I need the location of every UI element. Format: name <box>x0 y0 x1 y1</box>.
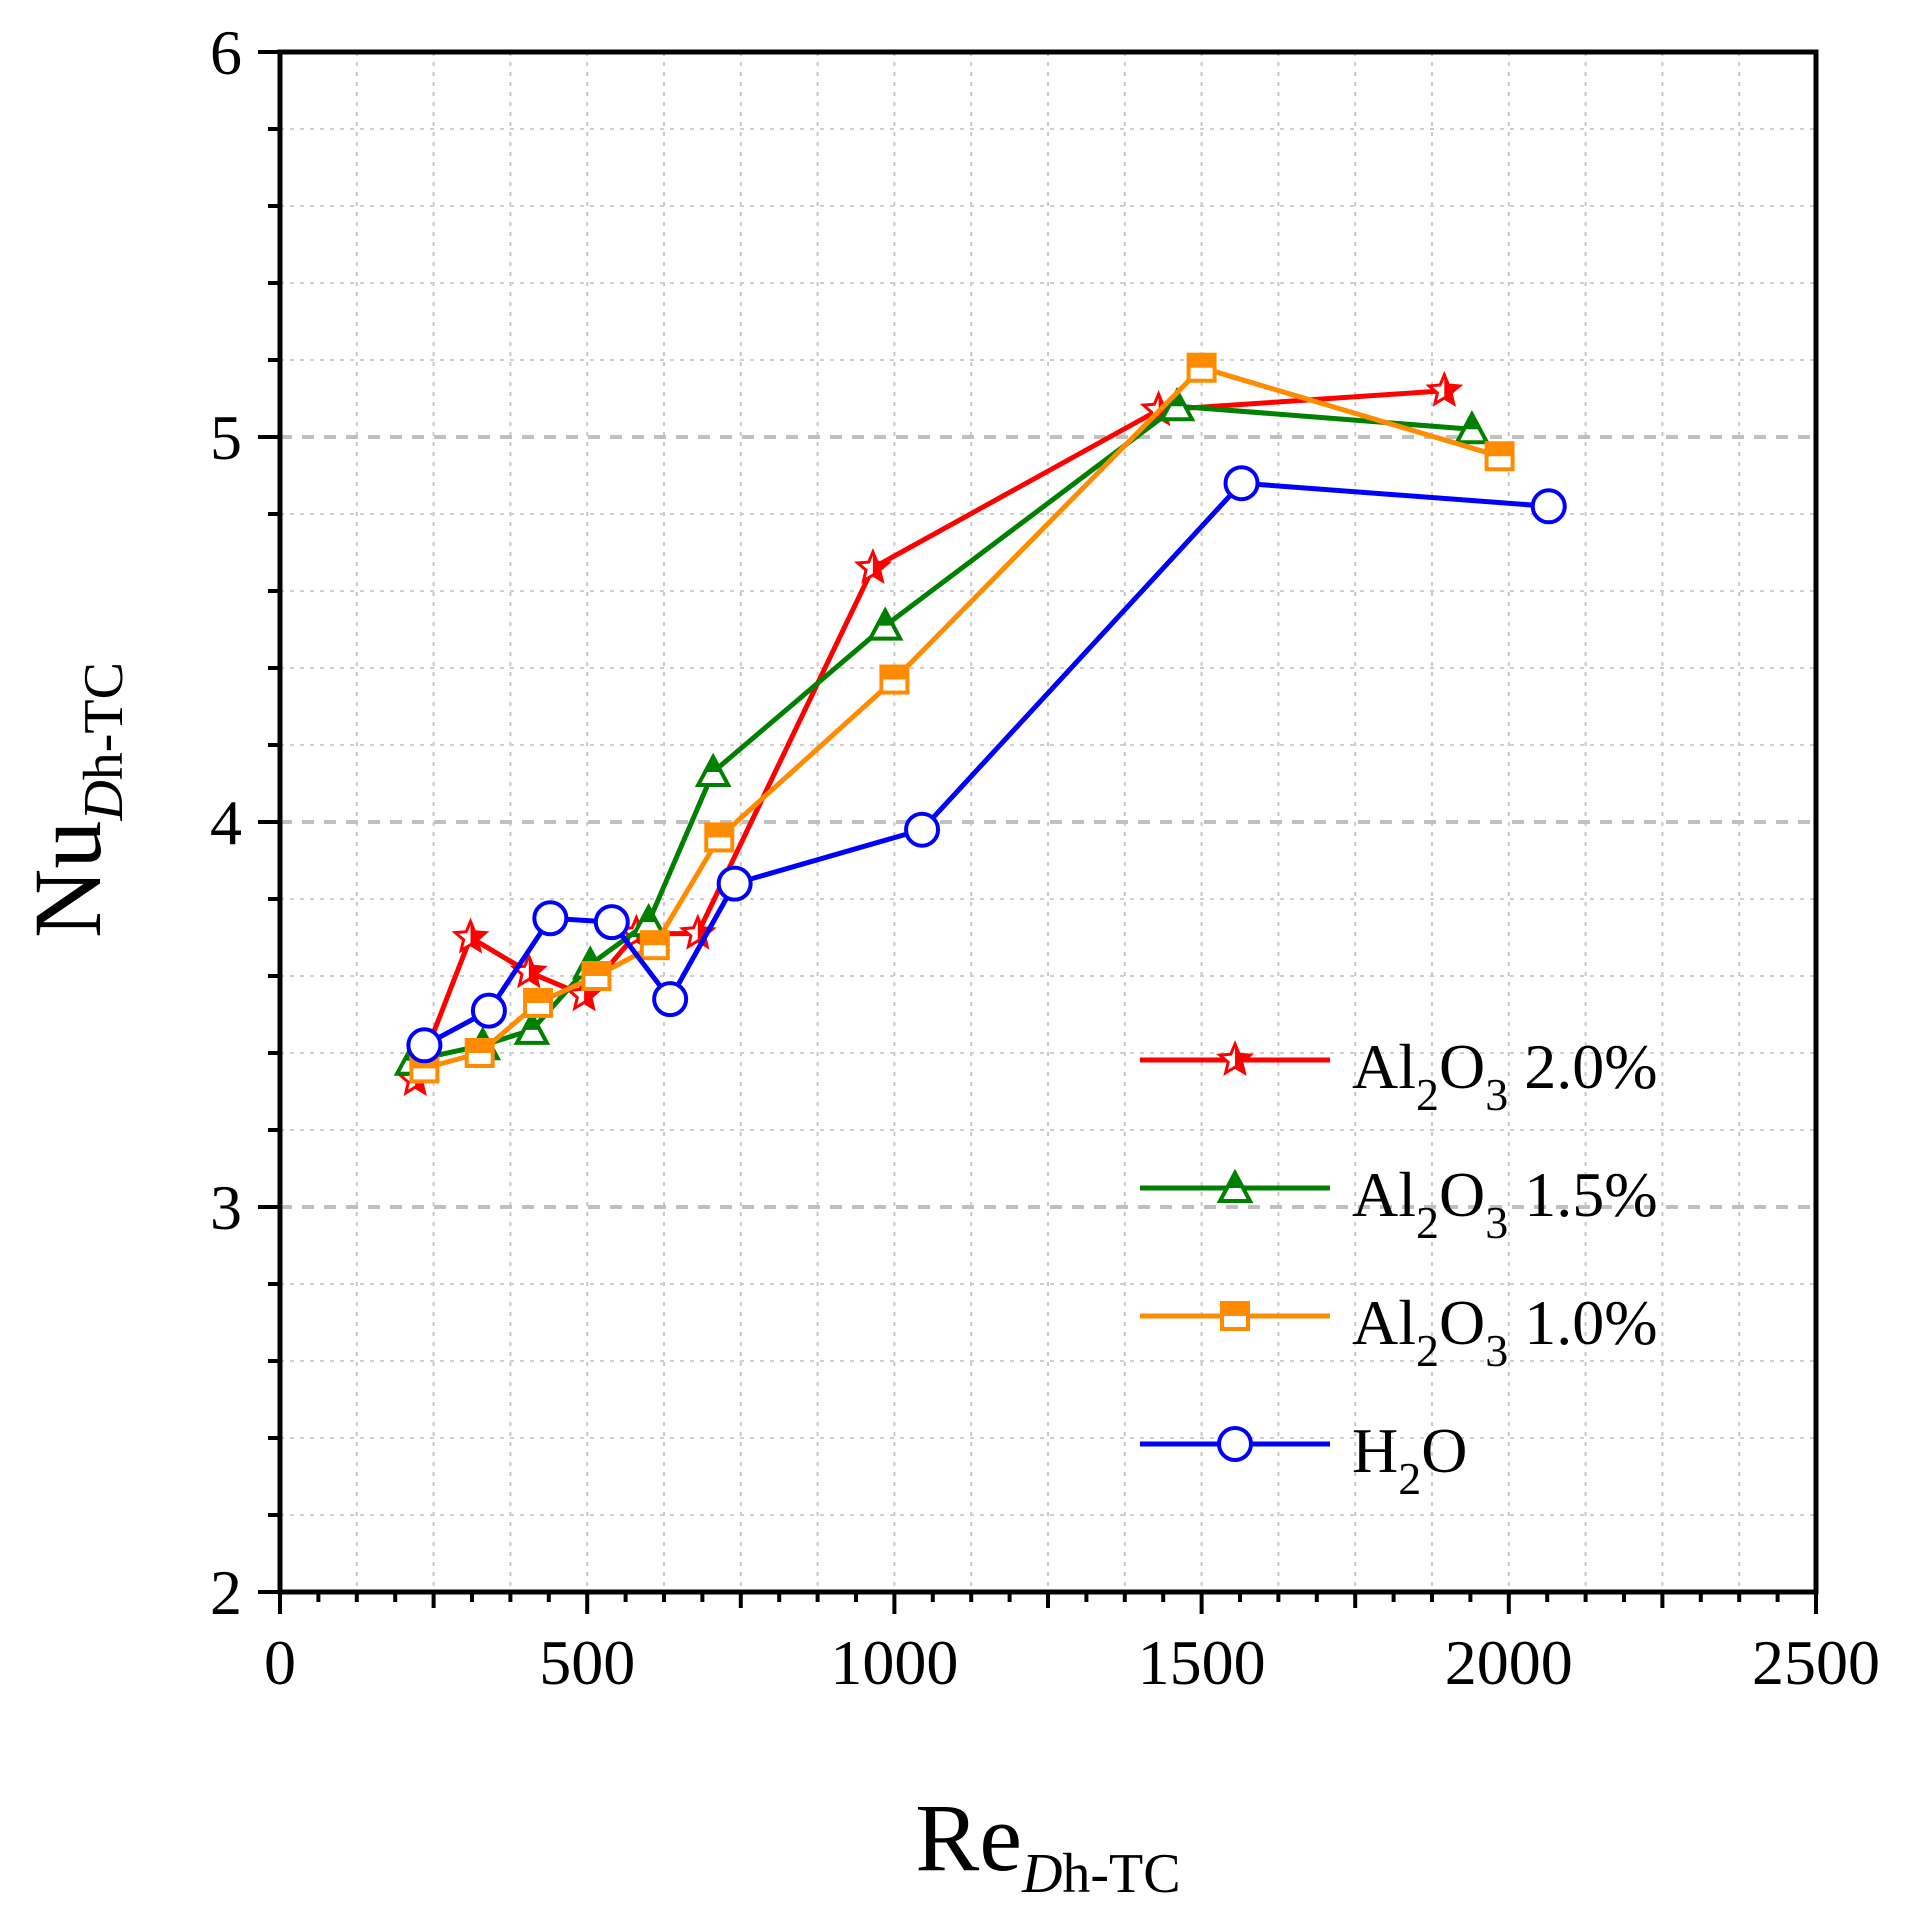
legend-marker <box>1217 1426 1253 1462</box>
y-axis-title-sub: h-TC <box>73 662 135 780</box>
y-tick-label: 3 <box>210 1172 242 1243</box>
data-point <box>1223 465 1260 502</box>
y-tick-label: 6 <box>210 17 242 88</box>
data-point <box>593 904 630 941</box>
svg-text:ReDh-TC: ReDh-TC <box>915 1784 1180 1905</box>
series-0 <box>396 370 1464 1097</box>
legend-label: H2O <box>1352 1415 1467 1504</box>
legend-marker <box>1216 1168 1254 1203</box>
y-axis-title-main: Nu <box>14 821 121 938</box>
data-point <box>464 1038 495 1068</box>
data-point <box>716 865 753 902</box>
series-layer <box>393 352 1567 1097</box>
data-point <box>1530 488 1567 525</box>
x-axis-title-main: Re <box>915 1784 1022 1891</box>
x-tick-label: 2000 <box>1445 1627 1573 1698</box>
data-point <box>451 917 490 954</box>
series-line <box>411 403 1473 1064</box>
y-tick-label: 4 <box>210 787 242 858</box>
legend-label: Al2O3 2.0% <box>1352 1031 1658 1120</box>
x-tick-label: 1000 <box>830 1627 958 1698</box>
x-tick-label: 500 <box>539 1627 635 1698</box>
axes: 0 500 1000 1500 2000 2500 2 3 4 5 6 <box>210 17 1880 1698</box>
legend-marker <box>1220 1301 1250 1331</box>
legend-item: H2O <box>1140 1415 1467 1504</box>
data-point <box>704 822 735 853</box>
data-point <box>853 547 892 584</box>
data-point <box>406 1027 443 1064</box>
y-tick-label: 5 <box>210 402 242 473</box>
legend: Al2O3 2.0% Al2O3 1.5% Al2O3 1.0% H2O <box>1140 1031 1658 1504</box>
legend-item: Al2O3 2.0% <box>1140 1031 1658 1120</box>
series-2 <box>409 352 1515 1084</box>
data-point <box>581 961 612 991</box>
data-point <box>1484 441 1515 472</box>
grid <box>280 52 1816 1592</box>
data-point <box>470 992 507 1029</box>
series-line <box>412 388 1445 1081</box>
legend-item: Al2O3 1.5% <box>1140 1159 1658 1248</box>
data-point <box>1425 370 1464 407</box>
data-point <box>694 752 732 787</box>
data-point <box>652 981 689 1018</box>
y-axis-title-sub-italic: D <box>73 780 135 821</box>
x-axis-title: ReDh-TC <box>915 1784 1180 1905</box>
svg-text:NuDh-TC: NuDh-TC <box>14 662 135 938</box>
y-axis-title: NuDh-TC <box>14 662 135 938</box>
data-point <box>513 1010 551 1045</box>
x-tick-label: 1500 <box>1138 1627 1266 1698</box>
series-3 <box>406 465 1567 1064</box>
x-axis-title-sub-italic: D <box>1021 1843 1062 1905</box>
x-tick-label: 0 <box>264 1627 296 1698</box>
legend-label: Al2O3 1.0% <box>1352 1287 1658 1376</box>
legend-item: Al2O3 1.0% <box>1140 1287 1658 1376</box>
data-point <box>1453 410 1491 445</box>
data-point <box>639 930 670 961</box>
x-axis-title-sub: h-TC <box>1062 1843 1180 1905</box>
data-point <box>904 811 941 848</box>
legend-label: Al2O3 1.5% <box>1352 1159 1658 1248</box>
data-point <box>1186 352 1217 383</box>
data-point <box>532 900 569 937</box>
legend-marker <box>1216 1040 1254 1077</box>
x-tick-label: 2500 <box>1752 1627 1880 1698</box>
series-1 <box>393 386 1491 1076</box>
data-point <box>879 664 910 695</box>
y-tick-label: 2 <box>210 1557 242 1628</box>
data-point <box>1158 386 1196 422</box>
data-point <box>866 606 904 641</box>
data-point <box>523 987 554 1018</box>
